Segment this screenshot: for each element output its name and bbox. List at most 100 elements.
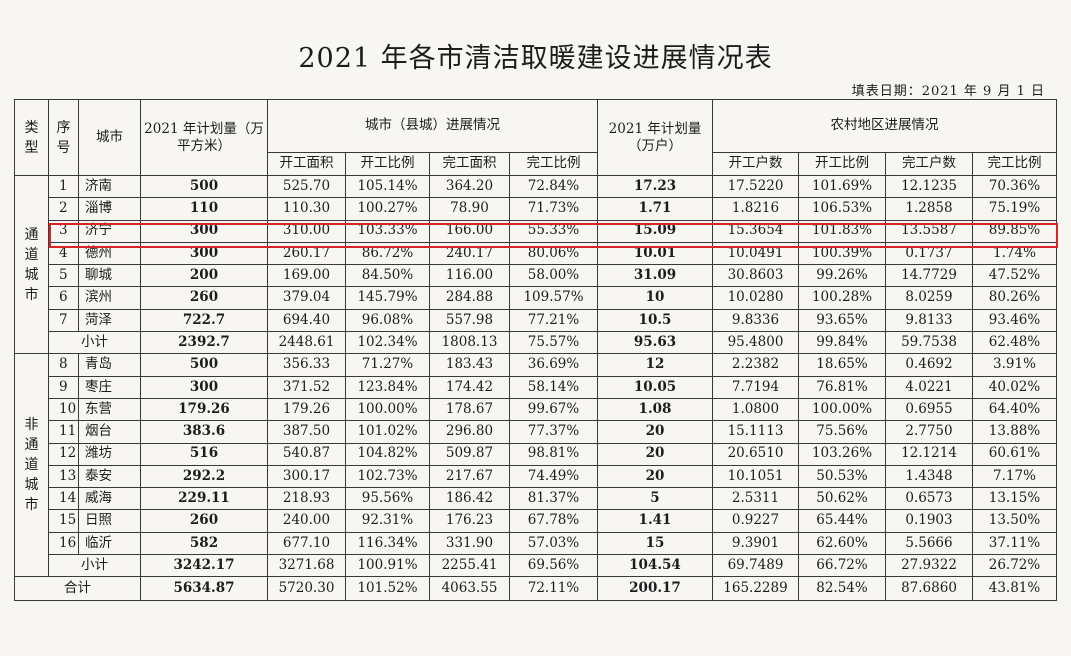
row-done-ratio: 71.73%: [509, 197, 598, 221]
row-done-ratio: 67.78%: [509, 509, 598, 533]
header-done-area: 完工面积: [429, 152, 510, 176]
row-start-households: 7.7194: [712, 375, 799, 399]
row-start-ratio-rural: 62.60%: [798, 531, 886, 556]
group-type-label: 非通道城市: [14, 353, 49, 578]
row-done-households: 0.6955: [885, 397, 973, 422]
row-start-area: 218.93: [267, 487, 346, 511]
header-plan-households: 2021 年计划量（万户）: [597, 99, 713, 176]
table-row: 16 临沂 582 677.10 116.34% 331.90 57.03% 15 9.3901…: [15, 531, 1057, 556]
row-city: 聊城: [78, 264, 141, 288]
row-done-area: 217.67: [429, 464, 510, 489]
row-done-ratio: 58.00%: [509, 264, 598, 288]
row-done-households: 4.0221: [885, 375, 973, 399]
row-seq: 11: [48, 420, 79, 444]
row-plan-area: 300: [140, 375, 268, 399]
row-start-area: 525.70: [267, 174, 346, 199]
row-done-ratio-rural: 93.46%: [972, 308, 1057, 333]
row-start-ratio: 102.73%: [345, 464, 430, 489]
row-start-area: 677.10: [267, 531, 346, 556]
row-start-area: 379.04: [267, 286, 346, 310]
subtotal-start-households: 69.7489: [712, 554, 799, 578]
header-done-households: 完工户数: [885, 152, 973, 176]
row-seq: 7: [48, 308, 79, 333]
table-row: 6 滨州 260 379.04 145.79% 284.88 109.57% 10 10.028…: [15, 286, 1057, 310]
row-start-ratio: 103.33%: [345, 219, 430, 243]
row-done-area: 240.17: [429, 241, 510, 266]
row-done-ratio: 57.03%: [509, 531, 598, 556]
row-start-area: 356.33: [267, 353, 346, 377]
row-city: 青岛: [78, 353, 141, 377]
row-start-households: 17.5220: [712, 174, 799, 199]
row-start-ratio: 84.50%: [345, 264, 430, 288]
row-done-ratio: 36.69%: [509, 353, 598, 377]
row-plan-households: 10.01: [597, 241, 713, 266]
total-done-area: 4063.55: [429, 576, 510, 602]
subtotal-start-ratio: 100.91%: [345, 554, 430, 578]
row-done-ratio: 74.49%: [509, 464, 598, 489]
row-start-ratio: 100.27%: [345, 197, 430, 221]
row-done-ratio: 99.67%: [509, 397, 598, 422]
total-start-households: 165.2289: [712, 576, 799, 602]
table-row: 12 潍坊 516 540.87 104.82% 509.87 98.81% 20 20.651…: [15, 442, 1057, 466]
total-done-ratio: 72.11%: [509, 576, 598, 602]
table-row: 13 泰安 292.2 300.17 102.73% 217.67 74.49% 20 10.1…: [15, 464, 1057, 489]
row-start-households: 30.8603: [712, 264, 799, 288]
row-seq: 12: [48, 442, 79, 466]
row-plan-households: 20: [597, 464, 713, 489]
row-start-ratio-rural: 75.56%: [798, 420, 886, 444]
row-seq: 1: [48, 174, 79, 199]
row-done-ratio-rural: 64.40%: [972, 397, 1057, 422]
row-done-households: 1.2858: [885, 197, 973, 221]
row-start-ratio: 96.08%: [345, 308, 430, 333]
row-start-ratio: 92.31%: [345, 509, 430, 533]
row-start-households: 10.0280: [712, 286, 799, 310]
subtotal-plan-households: 95.63: [597, 331, 713, 355]
row-done-households: 13.5587: [885, 219, 973, 243]
row-start-households: 20.6510: [712, 442, 799, 466]
row-start-area: 300.17: [267, 464, 346, 489]
row-done-ratio: 81.37%: [509, 487, 598, 511]
row-start-households: 1.8216: [712, 197, 799, 221]
row-start-area: 371.52: [267, 375, 346, 399]
row-done-ratio: 72.84%: [509, 174, 598, 199]
row-start-area: 694.40: [267, 308, 346, 333]
subtotal-start-area: 3271.68: [267, 554, 346, 578]
row-start-households: 1.0800: [712, 397, 799, 422]
row-done-ratio-rural: 3.91%: [972, 353, 1057, 377]
row-seq: 6: [48, 286, 79, 310]
row-seq: 16: [48, 531, 79, 556]
row-start-ratio: 123.84%: [345, 375, 430, 399]
row-start-ratio-rural: 100.28%: [798, 286, 886, 310]
row-start-households: 10.0491: [712, 241, 799, 266]
row-start-ratio: 71.27%: [345, 353, 430, 377]
row-start-ratio: 95.56%: [345, 487, 430, 511]
row-seq: 15: [48, 509, 79, 533]
row-done-households: 0.6573: [885, 487, 973, 511]
row-plan-area: 500: [140, 353, 268, 377]
row-seq: 8: [48, 353, 79, 377]
header-rural-progress: 农村地区进展情况: [712, 99, 1057, 153]
row-plan-households: 17.23: [597, 174, 713, 199]
row-done-ratio-rural: 37.11%: [972, 531, 1057, 556]
row-done-households: 0.1903: [885, 509, 973, 533]
row-plan-area: 300: [140, 241, 268, 266]
page-title: 2021 年各市清洁取暖建设进展情况表: [298, 43, 773, 74]
row-done-area: 284.88: [429, 286, 510, 310]
row-done-ratio: 55.33%: [509, 219, 598, 243]
total-row: 合计 5634.87 5720.30 101.52% 4063.55 72.11% 200.…: [14, 576, 1057, 602]
table-row: 11 烟台 383.6 387.50 101.02% 296.80 77.37% 20 15.1…: [15, 420, 1057, 444]
row-start-area: 179.26: [267, 397, 346, 422]
table-row: 9 枣庄 300 371.52 123.84% 174.42 58.14% 10.05 7.71…: [15, 375, 1057, 399]
row-start-area: 110.30: [267, 197, 346, 221]
subtotal-start-ratio: 102.34%: [345, 331, 430, 355]
header-seq: 序号: [48, 99, 79, 176]
subtotal-start-ratio-rural: 66.72%: [798, 554, 886, 578]
row-start-ratio: 145.79%: [345, 286, 430, 310]
row-done-ratio-rural: 47.52%: [972, 264, 1057, 288]
row-start-ratio-rural: 76.81%: [798, 375, 886, 399]
row-done-area: 509.87: [429, 442, 510, 466]
row-plan-households: 10.5: [597, 308, 713, 333]
total-start-area: 5720.30: [267, 576, 346, 602]
row-plan-area: 229.11: [140, 487, 268, 511]
row-done-ratio-rural: 75.19%: [972, 197, 1057, 221]
